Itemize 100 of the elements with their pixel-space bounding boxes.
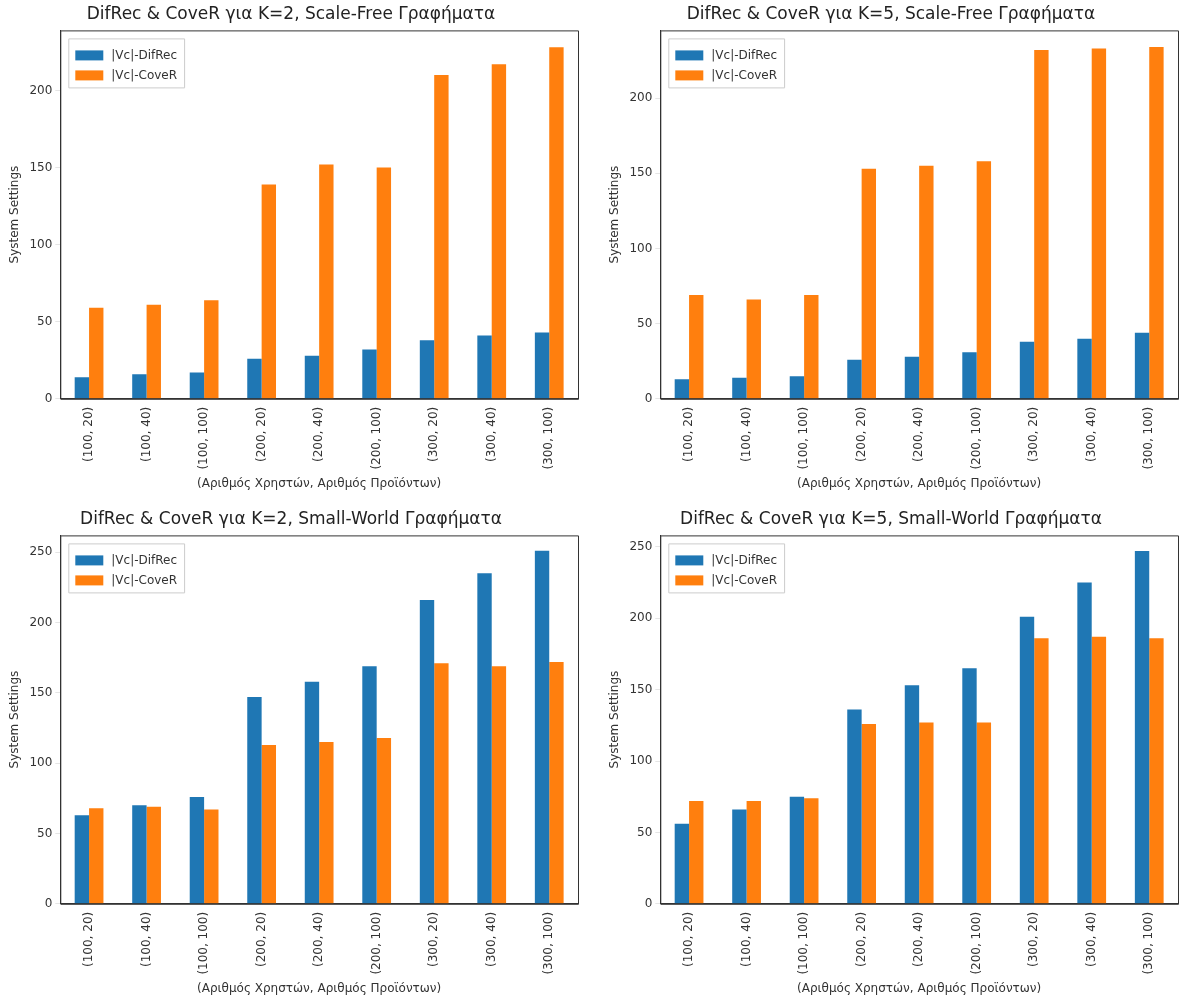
bar [976, 161, 992, 399]
x-tick-label: (200, 100) [968, 911, 983, 975]
bar [204, 809, 219, 904]
y-tick-label: 150 [29, 685, 53, 700]
bar [261, 184, 277, 399]
bar [204, 300, 219, 399]
bar [477, 573, 492, 904]
y-tick-label: 100 [29, 236, 53, 251]
bar [732, 809, 747, 904]
x-tick-label: (300, 20) [1026, 911, 1041, 967]
x-tick-label: (200, 20) [853, 911, 868, 967]
x-axis-title: (Αριθμός Χρηστών, Αριθμός Προϊόντων) [197, 475, 442, 490]
y-tick-label: 100 [629, 240, 653, 255]
x-tick-label: (300, 40) [483, 911, 498, 967]
bar [789, 796, 805, 904]
bar [491, 666, 507, 904]
x-tick-label: (100, 100) [796, 406, 811, 470]
bar [689, 295, 704, 399]
x-tick-label: (100, 20) [81, 911, 96, 967]
bar [319, 164, 334, 399]
bar [319, 742, 334, 904]
bar [89, 307, 104, 399]
bar [419, 600, 435, 904]
y-axis-title: System Settings [7, 670, 22, 769]
bar [419, 340, 435, 399]
bar [674, 379, 690, 399]
y-tick-label: 150 [29, 159, 53, 174]
x-tick-label: (200, 40) [311, 406, 326, 462]
bar [189, 372, 205, 399]
legend-label: |Vc|-DifRec [711, 552, 778, 567]
x-tick-label: (300, 100) [1141, 911, 1156, 975]
bar [1034, 49, 1049, 399]
x-tick-label: (100, 40) [138, 911, 153, 967]
legend-label: |Vc|-CoveR [711, 67, 778, 82]
bar [1091, 636, 1107, 904]
bar [919, 722, 934, 904]
y-tick-label: 50 [37, 825, 53, 840]
x-tick-label: (100, 100) [796, 911, 811, 975]
bar [549, 661, 564, 904]
x-tick-label: (100, 40) [138, 406, 153, 462]
y-tick-label: 200 [29, 82, 53, 97]
y-tick-label: 150 [629, 681, 653, 696]
bar [376, 167, 392, 399]
legend-label: |Vc|-DifRec [711, 47, 778, 62]
bar [861, 168, 877, 399]
legend-label: |Vc|-DifRec [111, 552, 178, 567]
bar [534, 332, 550, 399]
bar [376, 737, 392, 904]
bar [132, 805, 147, 904]
x-tick-label: (100, 100) [196, 911, 211, 975]
bar [1149, 638, 1164, 904]
x-tick-label: (300, 40) [1083, 911, 1098, 967]
chart-title: DifRec & CoveR για K=5, Scale-Free Γραφήματα [686, 2, 1096, 23]
x-tick-label: (200, 40) [911, 406, 926, 462]
y-tick-label: 50 [37, 313, 53, 328]
x-axis-title: (Αριθμός Χρηστών, Αριθμός Προϊόντων) [797, 980, 1042, 995]
bar [674, 823, 690, 904]
bar [1134, 332, 1150, 399]
bar [847, 709, 862, 904]
x-tick-label: (200, 100) [368, 406, 383, 470]
y-tick-label: 50 [637, 315, 653, 330]
bar [304, 355, 320, 399]
bar [1034, 638, 1049, 904]
x-tick-label: (200, 20) [853, 406, 868, 462]
bar [362, 349, 377, 399]
bar [247, 358, 262, 399]
chart-title: DifRec & CoveR για K=5, Small-World Γραφήματα [680, 507, 1102, 528]
x-tick-label: (300, 40) [1083, 406, 1098, 462]
y-tick-label: 150 [629, 165, 653, 180]
bar [304, 681, 320, 904]
x-tick-label: (200, 40) [911, 911, 926, 967]
bar [1019, 341, 1035, 399]
y-axis-title: System Settings [607, 670, 622, 769]
y-tick-label: 200 [29, 614, 53, 629]
bar [89, 808, 104, 904]
bar [847, 359, 862, 399]
bar [746, 800, 761, 904]
y-tick-label: 0 [644, 390, 653, 405]
x-tick-label: (300, 20) [426, 911, 441, 967]
x-tick-label: (300, 20) [1026, 406, 1041, 462]
y-tick-label: 250 [629, 538, 653, 553]
x-tick-label: (200, 100) [968, 406, 983, 470]
legend-label: |Vc|-CoveR [711, 572, 778, 587]
bar [976, 722, 992, 904]
y-tick-label: 0 [644, 895, 653, 910]
chart-title: DifRec & CoveR για K=2, Small-World Γραφήματα [80, 507, 502, 528]
x-tick-label: (200, 20) [253, 911, 268, 967]
bar [534, 550, 550, 904]
y-axis-title: System Settings [7, 165, 22, 264]
y-axis-title: System Settings [607, 165, 622, 264]
bar [146, 806, 161, 904]
bar [189, 796, 205, 904]
x-tick-label: (100, 20) [681, 911, 696, 967]
bar [247, 697, 262, 904]
bar [434, 75, 449, 399]
x-tick-label: (100, 20) [681, 406, 696, 462]
y-tick-label: 100 [629, 753, 653, 768]
x-tick-label: (200, 100) [368, 911, 383, 975]
bar [1134, 551, 1150, 904]
x-tick-label: (100, 100) [196, 406, 211, 470]
